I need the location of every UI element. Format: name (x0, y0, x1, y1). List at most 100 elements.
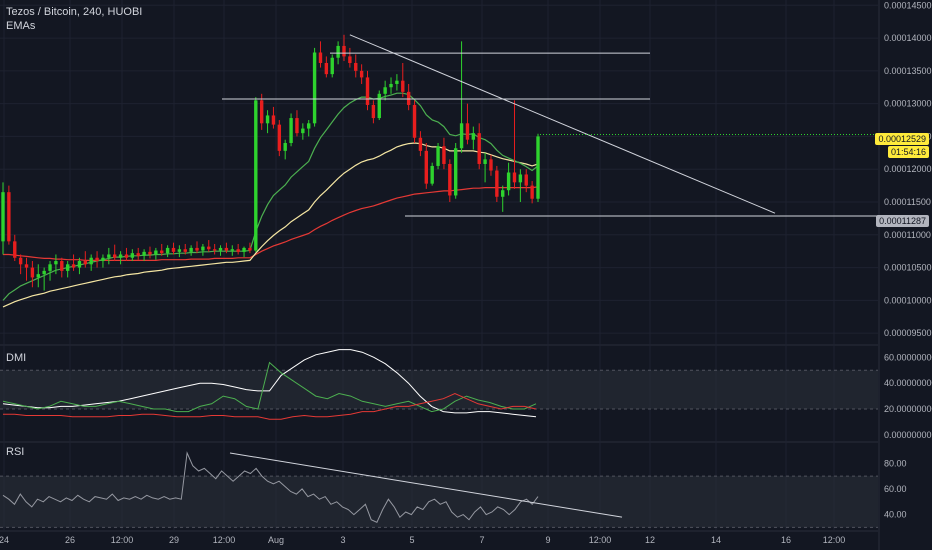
candle-body (295, 118, 299, 134)
descending-trendline (349, 34, 776, 214)
candle-body (254, 100, 258, 251)
candle-body (301, 128, 305, 134)
candle-body (259, 100, 264, 124)
symbol-title: Tezos / Bitcoin, 240, HUOBI (6, 6, 143, 18)
candle-body (277, 124, 282, 151)
candle-body (518, 174, 523, 183)
time-axis[interactable]: 24 26 12:00 29 12:00 Aug 3 5 7 9 12:00 12 14 16 12:00 (0, 535, 845, 545)
price-tick-label: 0.00010000 (884, 295, 932, 305)
candle-body (501, 190, 505, 197)
candle-body (401, 80, 405, 92)
price-axis[interactable]: 0.00014500 0.00014000 0.00013500 0.00013000… (884, 0, 932, 519)
price-tick-label: 0.00014500 (884, 0, 932, 10)
candle-body (436, 146, 440, 166)
candle-body (54, 261, 58, 265)
dmi-label: DMI (6, 352, 27, 364)
rsi-line (2, 451, 539, 523)
dmi-tick-label: 60.00000000 (884, 352, 932, 362)
price-tick-label: 0.00011000 (884, 230, 931, 240)
candle-body (118, 254, 123, 258)
price-tick-label: 0.00012000 (884, 164, 932, 174)
time-tick-label: 12:00 (213, 535, 236, 545)
price-tick-label: 0.00009500 (884, 328, 932, 338)
dmi-pane[interactable] (0, 349, 878, 420)
candle-body (201, 246, 205, 251)
candle-body (495, 170, 499, 197)
candle-body (377, 93, 381, 119)
candle-body (165, 247, 170, 254)
candle-body (483, 159, 487, 164)
price-tick-label: 0.00010500 (884, 263, 932, 273)
candle-body (448, 163, 452, 196)
time-tick-label: 26 (65, 535, 75, 545)
candle-body (113, 254, 117, 258)
candle-body (354, 62, 358, 71)
candle-body (18, 257, 23, 265)
candle-body (324, 62, 329, 75)
grid-lines (0, 0, 880, 550)
candle-body (101, 257, 105, 262)
candle-body (130, 253, 135, 258)
candle-body (348, 56, 352, 63)
candle-body (107, 254, 111, 258)
dmi-tick-label: 40.00000000 (884, 378, 932, 388)
time-tick-label: 12:00 (111, 535, 134, 545)
candle-body (65, 264, 70, 271)
indicator-label: EMAs (6, 20, 36, 32)
dmi-tick-label: 20.00000000 (884, 404, 932, 414)
candle-body (371, 104, 376, 119)
time-tick-label: 14 (711, 535, 721, 545)
candle-body (307, 123, 311, 129)
candle-body (506, 172, 511, 191)
candle-body (465, 123, 470, 140)
candle-body (136, 253, 140, 256)
candle-body (171, 247, 176, 252)
candle-body (148, 251, 152, 255)
candle-body (224, 247, 229, 251)
candle-body (7, 192, 11, 242)
candle-body (218, 247, 223, 251)
candle-body (477, 133, 481, 164)
candle-body (265, 115, 270, 124)
time-tick-label: 3 (340, 535, 345, 545)
candle-body (330, 57, 334, 75)
price-pane[interactable] (1, 34, 878, 308)
ema-mid-line (2, 142, 539, 308)
rsi-pane[interactable] (0, 451, 878, 528)
candle-body (442, 146, 446, 164)
candle-body (365, 77, 370, 105)
candle-body (412, 104, 417, 138)
candle-body (471, 133, 476, 140)
price-tick-label: 0.00011500 (884, 197, 931, 207)
candle-body (177, 249, 182, 252)
candle-body (71, 264, 76, 268)
time-tick-label: 16 (781, 535, 791, 545)
candle-body (212, 249, 217, 251)
candle-body (271, 115, 276, 125)
rsi-band (0, 476, 878, 528)
candle-body (230, 249, 234, 251)
candle-body (389, 83, 393, 88)
candle-body (24, 264, 29, 268)
time-tick-label: 12:00 (823, 535, 846, 545)
candle-body (89, 257, 93, 265)
symbol-legend[interactable]: Tezos / Bitcoin, 240, HUOBI EMAs (6, 6, 142, 32)
candle-body (207, 246, 211, 250)
candle-body (142, 251, 146, 256)
time-tick-label: 5 (409, 535, 414, 545)
candle-body (459, 123, 464, 149)
rsi-tick-label: 80.00 (884, 458, 907, 468)
candle-body (242, 247, 246, 252)
time-tick-label: 9 (545, 535, 550, 545)
candle-body (124, 254, 129, 258)
candle-body (1, 192, 5, 242)
candle-body (336, 45, 340, 58)
ema-slow-line (3, 186, 539, 261)
rsi-label: RSI (6, 446, 25, 458)
time-tick-label: 12:00 (589, 535, 612, 545)
candle-body (83, 261, 88, 265)
candle-body (406, 91, 411, 105)
candle-body (30, 267, 35, 278)
candle-body (42, 270, 46, 275)
